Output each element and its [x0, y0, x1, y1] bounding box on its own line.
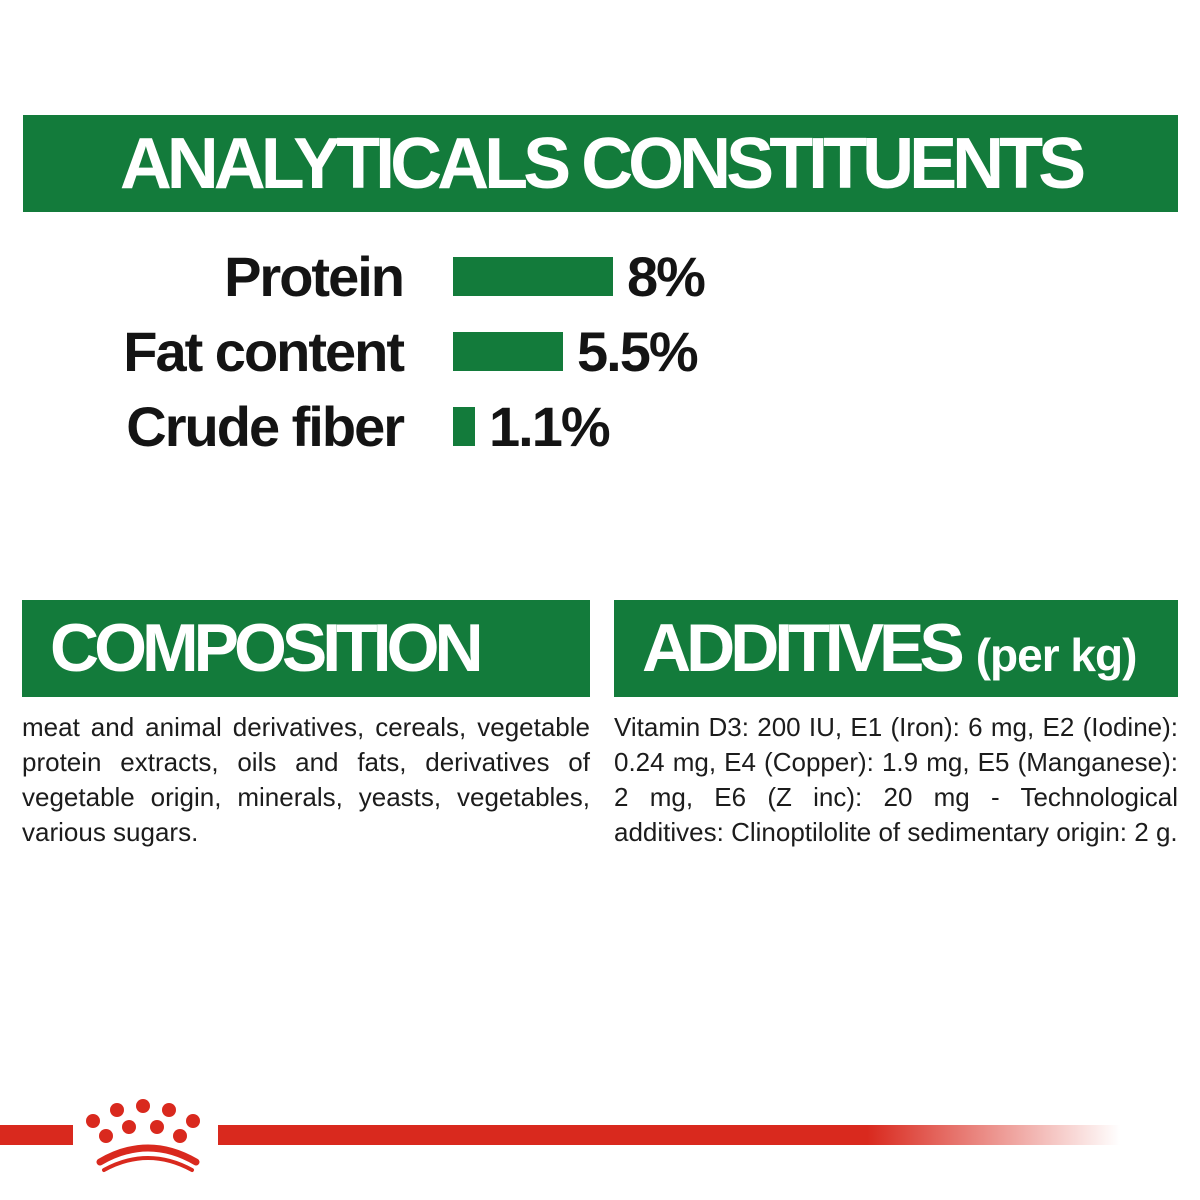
crown-dots	[86, 1099, 200, 1143]
analyticals-banner: ANALYTICALS CONSTITUENTS	[23, 115, 1178, 212]
footer-red-bar-left	[0, 1125, 73, 1145]
composition-heading: COMPOSITION	[50, 610, 484, 686]
chart-bar	[453, 331, 563, 371]
chart-row-fat-content: Fat content 5.5%	[0, 315, 699, 387]
chart-label: Protein	[224, 244, 405, 308]
composition-body-text: meat and animal derivatives, cereals, ve…	[22, 712, 590, 847]
footer-red-bar-right	[218, 1125, 1120, 1145]
chart-bar	[453, 256, 613, 296]
chart-label: Fat content	[123, 319, 405, 383]
additives-heading: ADDITIVES	[642, 610, 965, 686]
additives-section: ADDITIVES (per kg) Vitamin D3: 200 IU, E1…	[614, 600, 1178, 850]
analyticals-banner-title: ANALYTICALS CONSTITUENTS	[119, 123, 1086, 204]
composition-section: COMPOSITION meat and animal derivatives,…	[22, 600, 590, 850]
chart-bar	[453, 406, 475, 446]
additives-body-text: Vitamin D3: 200 IU, E1 (Iron): 6 mg, E2 …	[614, 712, 1178, 847]
royal-canin-crown-logo-icon	[86, 1099, 200, 1172]
chart-row-crude-fiber: Crude fiber 1.1%	[0, 390, 611, 462]
chart-value-label: 1.1%	[489, 394, 611, 458]
chart-label: Crude fiber	[126, 394, 405, 458]
chart-value-label: 5.5%	[577, 319, 699, 383]
chart-row-protein: Protein 8%	[0, 240, 706, 312]
additives-heading-suffix: (per kg)	[975, 629, 1138, 681]
chart-value-label: 8%	[627, 244, 706, 308]
additives-header: ADDITIVES (per kg)	[614, 600, 1178, 697]
composition-header: COMPOSITION	[22, 600, 590, 697]
crown-arcs	[96, 1144, 200, 1172]
